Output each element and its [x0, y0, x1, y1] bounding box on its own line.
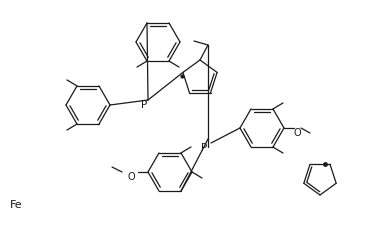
Text: P: P — [201, 143, 207, 153]
Text: P: P — [141, 100, 147, 110]
Text: Fe: Fe — [10, 200, 23, 210]
Text: O: O — [294, 128, 302, 138]
Text: O: O — [128, 172, 136, 182]
